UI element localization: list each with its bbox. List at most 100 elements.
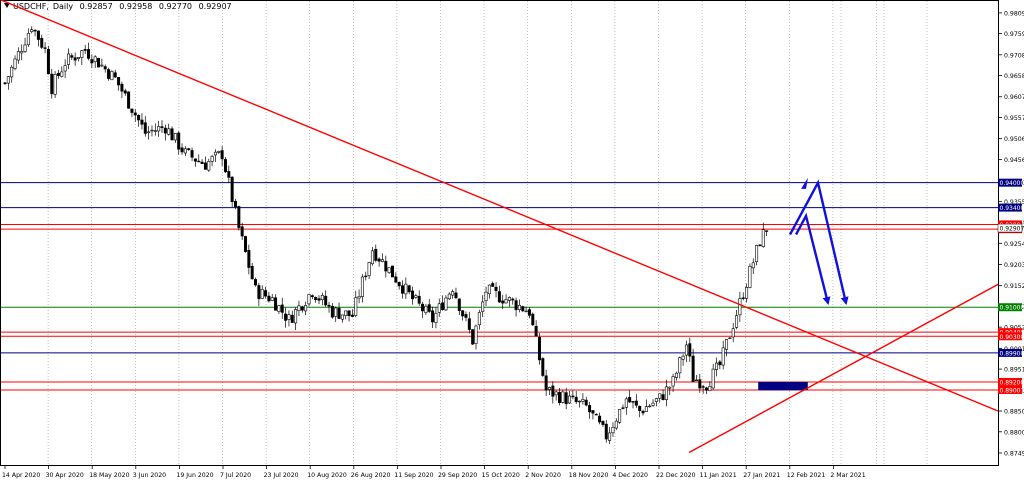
candle-body-down <box>280 304 284 313</box>
candle-body-up <box>63 65 67 72</box>
candle-body-up <box>581 399 585 402</box>
candle-body-up <box>80 50 84 58</box>
candle <box>193 158 197 167</box>
candle-body-down <box>190 150 194 158</box>
x-tick-label: 18 May 2020 <box>89 472 129 479</box>
candle <box>13 55 17 71</box>
candle <box>421 301 425 318</box>
candle-body-up <box>434 312 438 323</box>
candle-body-down <box>364 275 368 278</box>
candle <box>320 292 324 306</box>
candle-body-up <box>547 387 551 390</box>
trend-line-down <box>0 0 999 412</box>
candle <box>531 312 535 326</box>
current-price-text: 0.92907 <box>1000 226 1024 233</box>
candle <box>97 57 101 68</box>
candle <box>36 30 40 47</box>
candle <box>514 297 518 317</box>
candle <box>464 311 468 322</box>
candle <box>237 205 241 231</box>
arrow-path-a <box>788 179 849 306</box>
candle <box>564 387 568 410</box>
current-price-box <box>997 223 1023 233</box>
candle-body-down <box>537 337 541 361</box>
candle-body-down <box>384 260 388 272</box>
candle <box>718 360 722 370</box>
candle <box>417 290 421 306</box>
candle-body-down <box>534 325 538 337</box>
candle <box>504 294 508 304</box>
candle-body-down <box>247 249 251 268</box>
candle-body-up <box>477 312 481 326</box>
candle <box>537 333 541 365</box>
candle <box>631 400 635 409</box>
candle <box>765 230 769 236</box>
candle <box>20 44 24 61</box>
candle <box>143 116 147 137</box>
candle <box>467 311 471 334</box>
candle-body-down <box>598 415 602 423</box>
candle-body-up <box>658 393 662 399</box>
candle <box>748 263 752 289</box>
candle <box>290 310 294 323</box>
candle-body-down <box>511 298 515 301</box>
candle-body-down <box>193 158 197 162</box>
candle <box>40 34 44 50</box>
candle-body-down <box>718 361 722 366</box>
chevron-down-icon[interactable] <box>4 3 10 8</box>
candle-body-down <box>641 410 645 414</box>
candle-body-down <box>427 304 431 312</box>
candle <box>203 156 207 170</box>
candle-body-down <box>317 298 321 301</box>
candle <box>117 77 121 91</box>
candle-body-down <box>237 206 241 228</box>
candle-body-down <box>113 72 117 78</box>
candle-body-up <box>728 337 732 339</box>
candle <box>337 302 341 320</box>
candle-body-down <box>56 72 60 76</box>
candle-body-down <box>571 395 575 398</box>
candle <box>598 412 602 425</box>
candle-body-down <box>491 283 495 287</box>
candle-body-up <box>481 301 485 312</box>
candle-body-up <box>6 76 10 84</box>
candle-body-up <box>157 126 161 132</box>
candle-body-up <box>404 283 408 295</box>
candle <box>304 301 308 315</box>
candle-body-down <box>394 276 398 283</box>
candle <box>755 244 759 266</box>
candle <box>140 113 144 130</box>
candle <box>374 244 378 263</box>
candle <box>454 287 458 300</box>
candle <box>257 282 261 307</box>
candle-body-up <box>608 432 612 441</box>
candle <box>317 295 321 305</box>
candle <box>207 158 211 172</box>
candle-body-down <box>284 313 288 321</box>
candle <box>60 66 64 78</box>
candle <box>327 301 331 313</box>
candle-body-up <box>287 314 291 320</box>
candle-body-down <box>180 147 184 153</box>
timeframe-label: Daily <box>52 2 74 11</box>
candle <box>678 356 682 379</box>
candle-body-down <box>254 279 258 286</box>
candle-body-down <box>290 314 294 323</box>
candle <box>43 42 47 54</box>
candle-body-up <box>618 408 622 423</box>
level-label-text: 0.91000 <box>1000 305 1024 312</box>
candle <box>661 389 665 401</box>
level-label-box <box>998 385 1022 394</box>
candle <box>554 390 558 401</box>
candle-body-down <box>527 309 531 316</box>
level-labels: 0.940000.934000.929940.928800.910000.904… <box>997 178 1024 394</box>
candle <box>668 386 672 396</box>
candle-body-down <box>227 171 231 178</box>
candle-body-up <box>715 362 719 370</box>
candle <box>497 285 501 304</box>
candle-body-down <box>130 108 134 113</box>
